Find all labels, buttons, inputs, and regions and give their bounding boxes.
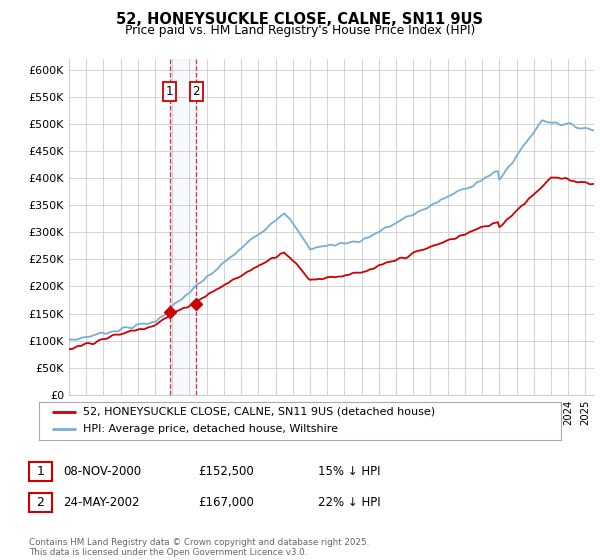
Text: 22% ↓ HPI: 22% ↓ HPI bbox=[318, 496, 380, 509]
Text: 08-NOV-2000: 08-NOV-2000 bbox=[63, 465, 141, 478]
Text: 1: 1 bbox=[166, 85, 173, 98]
Text: 52, HONEYSUCKLE CLOSE, CALNE, SN11 9US: 52, HONEYSUCKLE CLOSE, CALNE, SN11 9US bbox=[116, 12, 484, 27]
Text: 1: 1 bbox=[36, 465, 44, 478]
Text: Contains HM Land Registry data © Crown copyright and database right 2025.
This d: Contains HM Land Registry data © Crown c… bbox=[29, 538, 369, 557]
Text: Price paid vs. HM Land Registry's House Price Index (HPI): Price paid vs. HM Land Registry's House … bbox=[125, 24, 475, 37]
Bar bbox=[170, 59, 196, 395]
Text: 52, HONEYSUCKLE CLOSE, CALNE, SN11 9US (detached house): 52, HONEYSUCKLE CLOSE, CALNE, SN11 9US (… bbox=[83, 407, 436, 417]
Text: 2: 2 bbox=[193, 85, 200, 98]
Text: 15% ↓ HPI: 15% ↓ HPI bbox=[318, 465, 380, 478]
Text: HPI: Average price, detached house, Wiltshire: HPI: Average price, detached house, Wilt… bbox=[83, 424, 338, 435]
Text: 2: 2 bbox=[36, 496, 44, 509]
Text: £167,000: £167,000 bbox=[198, 496, 254, 509]
Text: £152,500: £152,500 bbox=[198, 465, 254, 478]
Text: 24-MAY-2002: 24-MAY-2002 bbox=[63, 496, 139, 509]
